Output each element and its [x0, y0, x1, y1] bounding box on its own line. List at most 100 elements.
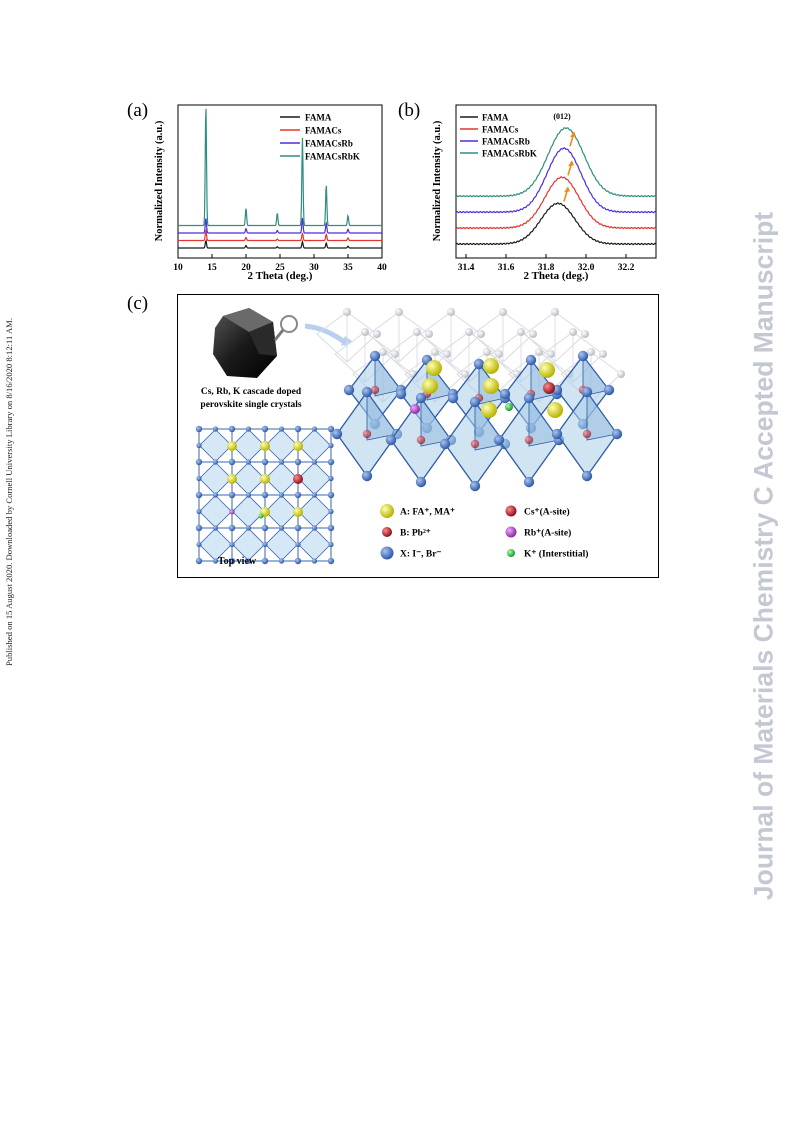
- x-tick-label: 31.6: [498, 263, 515, 273]
- x-atom: [195, 458, 203, 466]
- single-crystal-image: [213, 308, 277, 378]
- b-atom: [582, 429, 592, 439]
- b-atom: [470, 439, 480, 449]
- x-atom: [261, 557, 269, 565]
- ghost-atom: [361, 328, 369, 336]
- x-atom: [327, 458, 335, 466]
- x-atom: [328, 508, 334, 515]
- legend-label: FAMACsRb: [305, 139, 353, 149]
- legend-label: FAMACsRb: [482, 137, 530, 147]
- x-atom: [327, 491, 335, 499]
- series-line: [178, 239, 382, 249]
- a-site-atom: [426, 360, 442, 376]
- shift-arrow: [567, 165, 572, 176]
- octahedron-face: [528, 396, 560, 447]
- x-atom: [228, 458, 236, 466]
- ghost-atom: [599, 350, 607, 358]
- a-site-atom: [293, 441, 303, 451]
- panel-label-c: (c): [127, 293, 149, 314]
- crystal-structure-figure: Cs, Rb, K cascade doped perovskite singl…: [177, 294, 659, 578]
- x-atom: [327, 425, 335, 433]
- x-atom: [551, 428, 563, 440]
- a-site-atom: [422, 378, 438, 394]
- shift-arrow: [563, 191, 568, 202]
- x-atom: [278, 525, 285, 531]
- x-atom: [581, 470, 593, 482]
- legend-label: FAMACs: [305, 126, 342, 136]
- x-atom: [611, 428, 623, 440]
- x-tick-label: 15: [207, 263, 217, 273]
- x-atom: [228, 524, 236, 532]
- x-atom: [577, 350, 589, 362]
- panel-label-a: (a): [127, 100, 149, 121]
- x-atom: [261, 458, 269, 466]
- ghost-atom: [499, 308, 507, 316]
- x-ticks: 10 15 20 25 30 35 40: [173, 254, 387, 273]
- ghost-atom: [379, 348, 387, 356]
- x-atom: [278, 459, 285, 465]
- x-atom: [212, 492, 219, 498]
- x-atom: [343, 384, 355, 396]
- panel-label-b: (b): [398, 100, 421, 121]
- ghost-atom: [413, 328, 421, 336]
- x-atom: [196, 508, 202, 515]
- perovskite-3d-lattice: [316, 308, 625, 492]
- x-tick-label: 31.4: [458, 263, 475, 273]
- x-atom: [262, 541, 268, 548]
- legend-label: FAMACsRbK: [305, 152, 360, 162]
- x-atom: [447, 392, 459, 404]
- x-atom: [261, 524, 269, 532]
- x-atom: [328, 442, 334, 449]
- x-atom: [439, 438, 451, 450]
- octahedron-face: [374, 354, 402, 397]
- plot-frame: [455, 104, 657, 259]
- shift-arrowhead: [564, 186, 570, 193]
- x-axis-label: 2 Theta (deg.): [524, 270, 589, 282]
- ghost-atom: [495, 350, 503, 358]
- ghost-atom: [343, 308, 351, 316]
- x-atom: [369, 350, 381, 362]
- x-atom: [245, 426, 252, 432]
- ghost-atom: [483, 348, 491, 356]
- x-atom: [294, 491, 302, 499]
- octahedron-face: [366, 390, 398, 441]
- legend-atom-label: X: I⁻, Br⁻: [400, 550, 441, 560]
- x-atom: [294, 557, 302, 565]
- top-view-lattice: [195, 425, 335, 565]
- series-lines: [455, 127, 657, 246]
- legend: FAMA FAMACs FAMACsRb FAMACsRbK: [460, 113, 537, 159]
- ghost-atom: [551, 308, 559, 316]
- x-atom: [311, 426, 318, 432]
- ghost-atom: [535, 348, 543, 356]
- x-atom: [228, 491, 236, 499]
- x-atom: [229, 541, 235, 548]
- x-atom: [525, 354, 537, 366]
- x-tick-label: 31.8: [538, 263, 555, 273]
- x-atom: [212, 525, 219, 531]
- legend-label: FAMA: [305, 113, 332, 123]
- x-atom: [385, 434, 397, 446]
- x-atom: [328, 475, 334, 482]
- x-atom: [331, 428, 343, 440]
- x-tick-label: 20: [241, 263, 251, 273]
- shift-arrowhead: [570, 131, 576, 138]
- ghost-atom: [547, 350, 555, 358]
- ghost-atom: [431, 348, 439, 356]
- x-atom: [311, 492, 318, 498]
- x-atom: [228, 425, 236, 433]
- x-atom: [196, 475, 202, 482]
- legend-atom-icon: [505, 505, 517, 517]
- x-atom: [278, 492, 285, 498]
- ghost-atom: [587, 348, 595, 356]
- a-site-atom: [229, 509, 235, 515]
- x-atom: [294, 524, 302, 532]
- x-atom: [294, 425, 302, 433]
- ghost-atom: [569, 328, 577, 336]
- ghost-atom: [443, 350, 451, 358]
- x-atom: [523, 476, 535, 488]
- x-tick-label: 10: [173, 263, 183, 273]
- x-atom: [261, 491, 269, 499]
- x-atom: [245, 459, 252, 465]
- x-atom: [415, 392, 427, 404]
- ghost-atom: [395, 308, 403, 316]
